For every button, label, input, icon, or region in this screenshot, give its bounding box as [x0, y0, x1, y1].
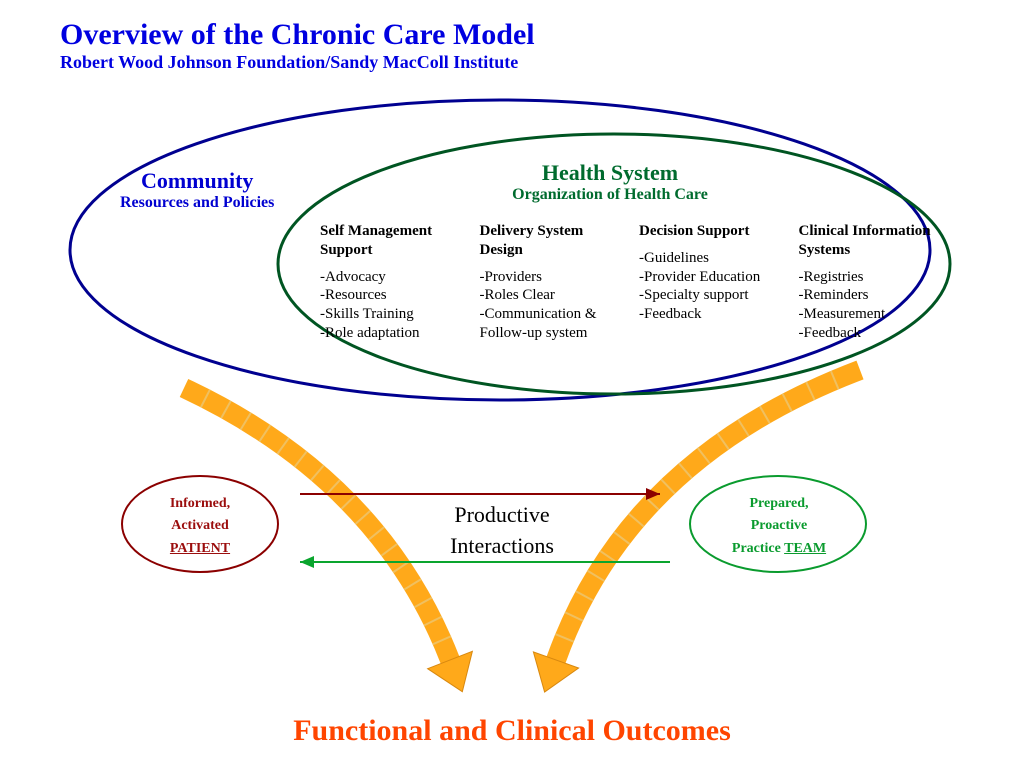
component-item: Registries — [799, 268, 941, 287]
component-item: Advocacy — [320, 268, 462, 287]
health-system-label: Health System Organization of Health Car… — [460, 160, 760, 204]
team-line2: Proactive — [704, 515, 854, 537]
component-item: Feedback — [799, 324, 941, 343]
component-item: Measurement — [799, 305, 941, 324]
team-line3: Practice TEAM — [704, 538, 854, 560]
component-item: Providers — [480, 268, 622, 287]
component-item: Role adaptation — [320, 324, 462, 343]
component-item: Resources — [320, 286, 462, 305]
community-label: Community Resources and Policies — [120, 168, 274, 212]
health-system-subtitle: Organization of Health Care — [460, 186, 760, 204]
component-item: Feedback — [639, 305, 781, 324]
team-label: Prepared, Proactive Practice TEAM — [704, 493, 854, 560]
patient-line2: Activated — [135, 515, 265, 537]
productive-interactions-label: Productive Interactions — [402, 500, 602, 562]
outcome-label: Functional and Clinical Outcomes — [0, 714, 1024, 748]
component-column: Clinical Information Systems RegistriesRe… — [799, 222, 941, 343]
team-line1: Prepared, — [704, 493, 854, 515]
component-item: Provider Education — [639, 268, 781, 287]
component-item: Skills Training — [320, 305, 462, 324]
team-line3b: TEAM — [784, 541, 826, 556]
component-heading: Self Management Support — [320, 222, 462, 260]
component-item: Roles Clear — [480, 286, 622, 305]
component-heading: Decision Support — [639, 222, 781, 241]
components-row: Self Management Support AdvocacyResources… — [320, 222, 940, 343]
community-subtitle: Resources and Policies — [120, 194, 274, 212]
diagram-canvas — [0, 0, 1024, 768]
component-item: Communication & Follow-up system — [480, 305, 622, 343]
interaction-line2: Interactions — [402, 531, 602, 562]
community-title: Community — [120, 168, 274, 194]
team-line3a: Practice — [732, 541, 784, 556]
component-heading: Delivery System Design — [480, 222, 622, 260]
component-item: Specialty support — [639, 286, 781, 305]
component-item: Guidelines — [639, 249, 781, 268]
patient-line3: PATIENT — [135, 538, 265, 560]
component-heading: Clinical Information Systems — [799, 222, 941, 260]
health-system-title: Health System — [460, 160, 760, 186]
interaction-line1: Productive — [402, 500, 602, 531]
component-column: Self Management Support AdvocacyResources… — [320, 222, 462, 343]
component-column: Delivery System Design ProvidersRoles Cle… — [480, 222, 622, 343]
component-column: Decision Support GuidelinesProvider Educa… — [639, 222, 781, 343]
component-item: Reminders — [799, 286, 941, 305]
patient-line1: Informed, — [135, 493, 265, 515]
patient-label: Informed, Activated PATIENT — [135, 493, 265, 560]
